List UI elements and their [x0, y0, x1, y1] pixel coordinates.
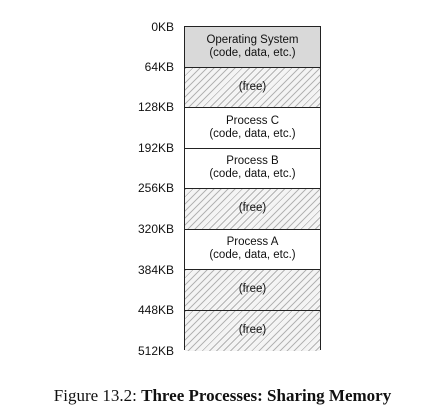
segment-name: Operating System	[206, 34, 298, 47]
segment-name: (free)	[239, 81, 266, 94]
segment-name: Process C	[226, 115, 279, 128]
segment-name: (free)	[239, 202, 266, 215]
segment-detail: (code, data, etc.)	[209, 128, 295, 141]
figure-caption: Figure 13.2: Three Processes: Sharing Me…	[0, 386, 445, 406]
address-label: 384KB	[138, 263, 174, 277]
physical-memory-block: Operating System (code, data, etc.) (fre…	[184, 26, 321, 350]
figure-number: Figure 13.2:	[54, 386, 137, 405]
address-label: 256KB	[138, 181, 174, 195]
segment-process-a: Process A (code, data, etc.)	[185, 230, 320, 271]
segment-free: (free)	[185, 189, 320, 230]
segment-name: Process B	[226, 155, 278, 168]
segment-operating-system: Operating System (code, data, etc.)	[185, 27, 320, 68]
figure-title: Three Processes: Sharing Memory	[141, 386, 391, 405]
segment-detail: (code, data, etc.)	[209, 249, 295, 262]
segment-name: (free)	[239, 283, 266, 296]
segment-name: Process A	[227, 236, 279, 249]
address-label: 448KB	[138, 303, 174, 317]
address-label: 320KB	[138, 222, 174, 236]
segment-process-b: Process B (code, data, etc.)	[185, 149, 320, 190]
segment-free: (free)	[185, 68, 320, 109]
segment-detail: (code, data, etc.)	[209, 168, 295, 181]
segment-process-c: Process C (code, data, etc.)	[185, 108, 320, 149]
segment-detail: (code, data, etc.)	[209, 47, 295, 60]
segment-free: (free)	[185, 270, 320, 311]
address-label: 512KB	[138, 344, 174, 358]
address-label: 64KB	[145, 60, 174, 74]
address-label: 192KB	[138, 141, 174, 155]
address-label: 0KB	[151, 20, 174, 34]
segment-free: (free)	[185, 311, 320, 352]
segment-name: (free)	[239, 324, 266, 337]
address-label: 128KB	[138, 100, 174, 114]
